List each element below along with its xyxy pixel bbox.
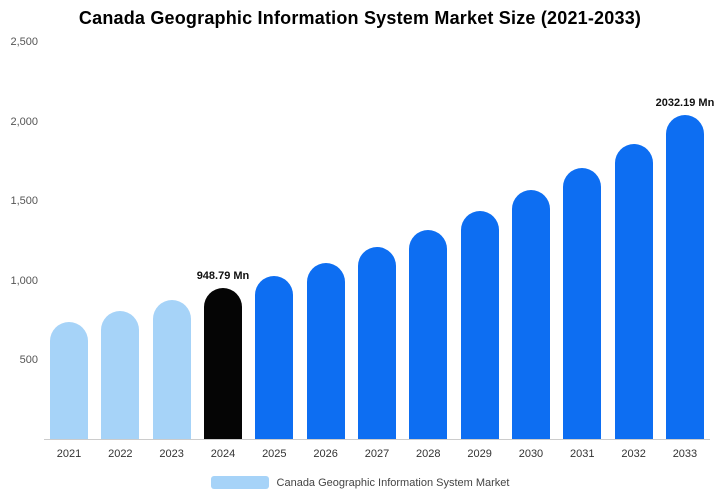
bar-2029 [460,211,499,439]
bar-2027 [357,247,396,439]
legend-swatch [210,476,269,489]
y-axis-tick-label: 500 [19,354,38,367]
bar-slot [101,42,140,439]
bar-slot: 948.79 Mn [197,42,249,439]
x-axis-label: 2030 [518,448,544,460]
y-axis-tick-label: 1,000 [10,274,38,287]
x-axis-label: 2027 [364,448,390,460]
plot-area: 948.79 Mn 2032.19 Mn [44,42,714,440]
bar-slot [50,42,88,439]
bar-slot [511,42,550,439]
bar-2033 [665,115,704,439]
y-axis-tick-label: 2,500 [10,36,38,48]
x-axis: 2021 2022 2023 2024 2025 2026 2027 2028 2029 2030… [44,448,710,460]
bar-2032 [614,144,653,439]
bar-slot [152,42,191,439]
bar-slot [357,42,396,439]
bar-2031 [563,168,602,439]
x-axis-label: 2028 [416,448,441,460]
x-axis-label: 2026 [313,448,338,460]
x-axis-label: 2021 [56,448,82,460]
legend-label: Canada Geographic Information System Mar… [276,476,510,489]
y-axis-tick-label: 1,500 [10,195,38,208]
bar-2026 [306,263,345,439]
bar-2021 [50,322,88,439]
x-axis-label: 2023 [159,448,184,460]
x-axis-label: 2022 [108,448,133,460]
x-axis-label: 2032 [621,448,646,460]
bar-value-label: 948.79 Mn [196,270,250,282]
bar-2024 [203,288,242,439]
y-axis: 500 1,000 1,500 2,000 2,500 [0,0,40,500]
bar-2023 [152,300,191,439]
x-axis-label: 2029 [467,448,492,460]
chart-title: Canada Geographic Information System Mar… [78,8,642,28]
x-axis-label: 2024 [210,448,236,460]
bar-value-label: 2032.19 Mn [655,97,715,109]
bar-2025 [255,276,294,439]
bar-slot [460,42,499,439]
bar-slot [409,42,448,439]
x-axis-label: 2033 [672,448,698,460]
bar-2022 [101,311,140,439]
legend: Canada Geographic Information System Mar… [0,476,720,489]
bar-slot [614,42,653,439]
y-axis-tick-label: 2,000 [10,115,38,128]
bar-slot [563,42,602,439]
bar-slot: 2032.19 Mn [656,42,714,439]
x-axis-label: 2025 [262,448,287,460]
bar-slot [255,42,294,439]
x-axis-label: 2031 [570,448,595,460]
bar-slot [306,42,345,439]
bar-2028 [409,230,448,439]
bar-2030 [511,190,550,439]
